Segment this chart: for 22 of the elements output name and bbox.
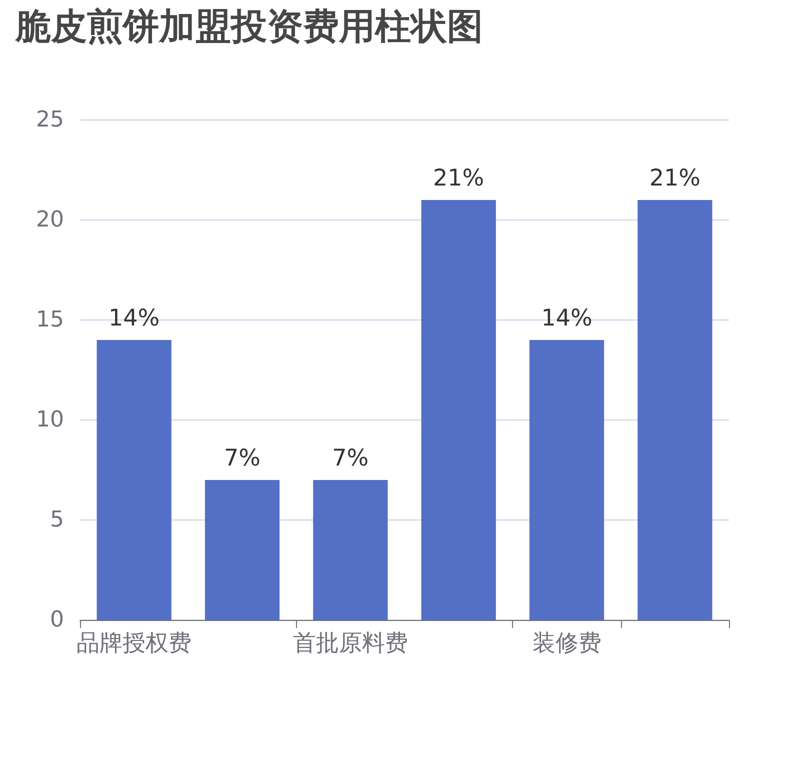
bar [313,480,388,620]
y-tick-label: 0 [50,608,64,632]
x-tick-label: 装修费 [532,630,602,656]
data-label: 21% [649,166,700,192]
y-tick-label: 10 [36,408,64,432]
bar [204,480,280,620]
chart-title: 脆皮煎饼加盟投资费用柱状图 [14,6,483,48]
data-label: 7% [224,446,260,472]
y-tick-label: 25 [36,108,64,132]
y-tick-label: 20 [36,208,64,232]
bar [529,340,604,620]
data-label: 14% [108,306,160,332]
x-tick-label: 首批原料费 [292,630,408,656]
data-label: 21% [433,166,484,192]
bar [421,200,496,620]
y-tick-label: 5 [50,508,64,532]
x-tick-label: 品牌授权费 [76,630,192,656]
data-label: 7% [332,446,369,472]
y-tick-label: 15 [36,308,64,332]
bar [96,340,172,620]
data-label: 14% [541,306,592,332]
bar [638,200,712,620]
